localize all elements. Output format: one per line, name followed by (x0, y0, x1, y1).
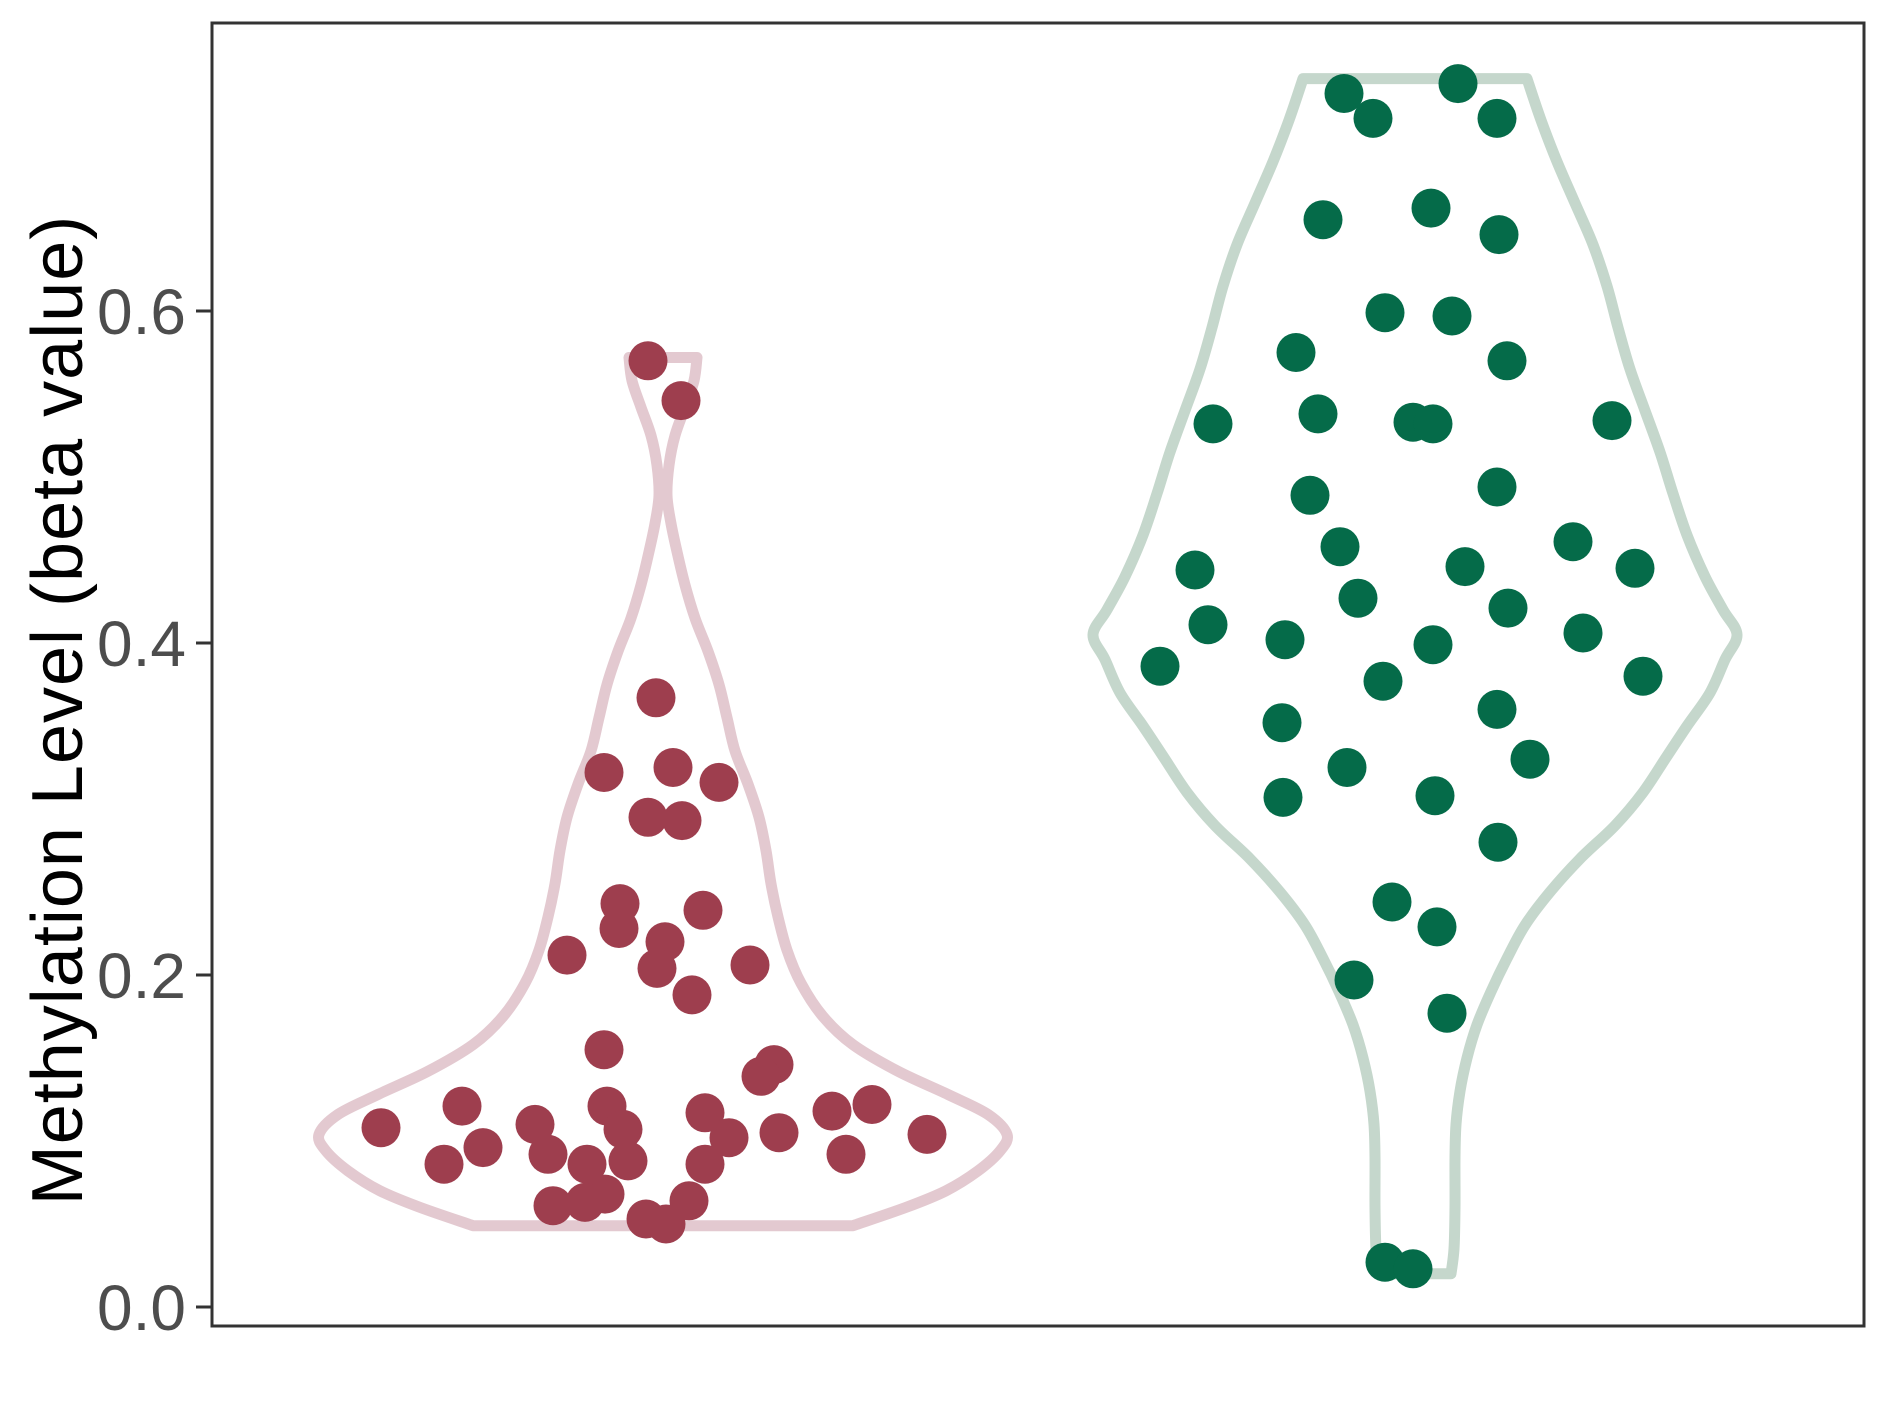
data-point-group_left (852, 1085, 892, 1124)
data-point-group_left (584, 1030, 624, 1070)
data-point-group_right (1413, 625, 1453, 665)
data-point-group_left (669, 1181, 709, 1221)
data-point-group_right (1477, 689, 1517, 729)
data-point-group_right (1488, 588, 1528, 628)
data-point-group_right (1353, 98, 1393, 138)
data-point-group_left (547, 935, 587, 975)
data-point-group_right (1623, 656, 1663, 696)
data-point-group_right (1262, 703, 1302, 743)
data-point-group_left (826, 1134, 866, 1174)
data-point-group_left (608, 1141, 648, 1181)
data-point-group_left (683, 890, 723, 930)
data-point-group_right (1563, 613, 1603, 653)
data-point-group_left (533, 1186, 573, 1226)
data-point-group_right (1510, 739, 1550, 779)
data-point-group_right (1193, 404, 1233, 444)
data-point-group_right (1265, 620, 1305, 660)
y-tick-label: 0.6 (97, 276, 186, 348)
data-point-group_left (730, 945, 770, 985)
data-point-group_left (662, 801, 702, 841)
data-point-group_right (1276, 333, 1316, 372)
data-point-group_right (1320, 527, 1360, 567)
data-point-group_right (1615, 548, 1655, 588)
data-point-group_right (1263, 777, 1303, 817)
data-point-group_left (637, 948, 677, 988)
violin-outline-group_left (313, 352, 1013, 1232)
data-point-group_left (628, 797, 668, 837)
data-point-group_right (1372, 882, 1412, 922)
data-point-group_left (628, 341, 668, 381)
data-point-group_left (653, 748, 693, 787)
data-point-group_right (1290, 475, 1330, 515)
y-axis-title: Methylation Level (beta value) (18, 214, 98, 1206)
data-point-group_left (463, 1128, 503, 1168)
data-point-group_right (1324, 74, 1364, 113)
data-point-group_right (1334, 960, 1374, 1000)
data-point-group_right (1478, 822, 1518, 862)
data-point-group_right (1417, 907, 1457, 947)
data-point-group_left (636, 678, 676, 718)
data-point-group_right (1592, 401, 1632, 441)
data-point-group_right (1479, 215, 1519, 255)
data-point-group_right (1188, 605, 1228, 645)
data-point-group_left (685, 1144, 725, 1184)
y-tick-label: 0.0 (97, 1272, 186, 1344)
data-point-group_left (661, 381, 701, 421)
data-point-group_right (1393, 1249, 1433, 1289)
data-point-group_right (1411, 188, 1451, 228)
data-point-group_right (1432, 296, 1472, 336)
data-point-group_left (759, 1113, 799, 1153)
data-point-group_right (1553, 522, 1593, 562)
data-point-group_left (424, 1144, 464, 1184)
data-point-group_left (709, 1118, 749, 1158)
data-point-group_right (1415, 776, 1455, 816)
data-point-group_right (1338, 578, 1378, 618)
data-point-group_left (442, 1086, 482, 1126)
data-point-group_right (1438, 64, 1478, 104)
data-point-group_right (1327, 748, 1367, 787)
data-point-group_left (603, 1109, 643, 1149)
data-point-group_right (1140, 646, 1180, 686)
y-tick-label: 0.4 (97, 608, 186, 680)
data-point-group_right (1365, 293, 1405, 333)
data-point-group_left (361, 1108, 401, 1148)
violin-outline-group_right (1087, 73, 1743, 1280)
data-point-group_right (1175, 550, 1215, 590)
data-point-group_left (741, 1056, 781, 1096)
data-point-group_left (565, 1182, 605, 1222)
data-point-group_left (685, 1093, 725, 1133)
data-point-group_right (1477, 98, 1517, 138)
data-point-group_right (1298, 394, 1338, 434)
panel-border (210, 21, 1866, 1328)
data-point-group_left (812, 1091, 852, 1131)
data-point-group_right (1363, 661, 1403, 701)
data-point-group_right (1427, 993, 1467, 1033)
data-point-group_left (528, 1134, 568, 1174)
data-point-group_right (1445, 547, 1485, 587)
data-point-group_left (907, 1114, 947, 1154)
data-point-group_left (699, 762, 739, 802)
data-point-group_left (599, 909, 639, 948)
data-point-group_left (515, 1104, 555, 1144)
data-point-group_right (1303, 200, 1343, 240)
y-tick-label: 0.2 (97, 940, 186, 1012)
data-point-group_left (567, 1144, 607, 1184)
data-point-group_right (1477, 467, 1517, 507)
data-point-group_left (672, 975, 712, 1015)
data-point-group_right (1413, 404, 1453, 444)
data-point-group_right (1487, 341, 1527, 381)
data-point-group_left (584, 753, 624, 792)
